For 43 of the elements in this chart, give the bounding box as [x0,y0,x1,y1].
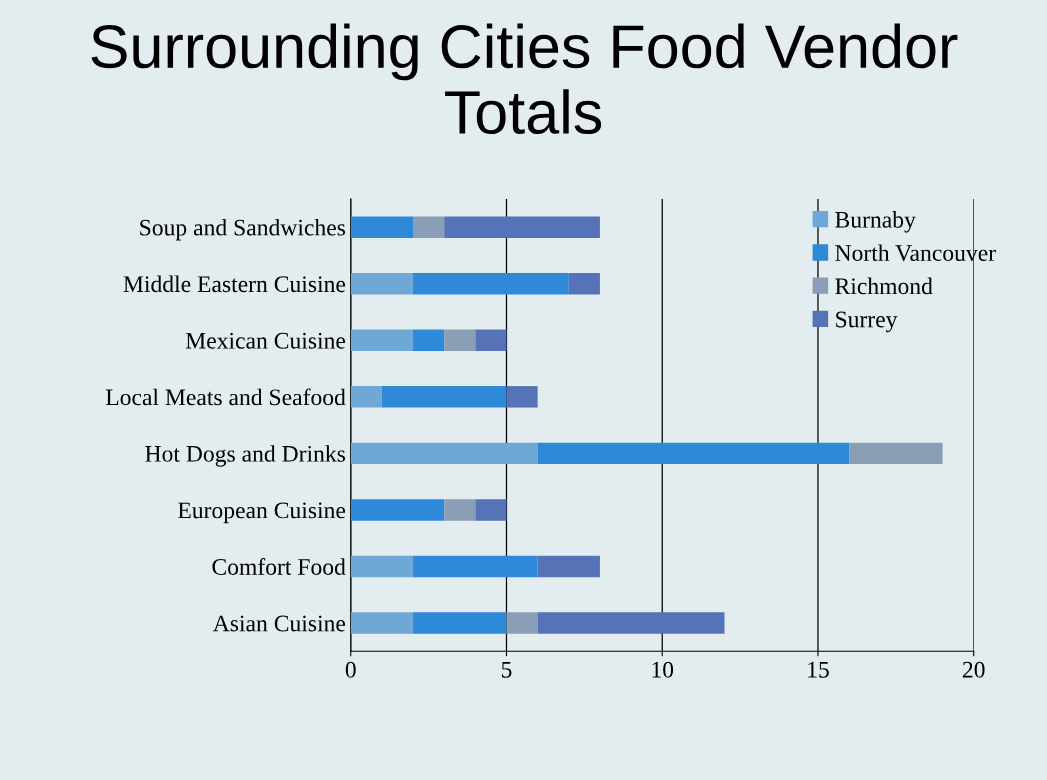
y-tick-label: Middle Eastern Cuisine [123,275,346,293]
y-tick-label: Asian Cuisine [212,615,346,632]
bar [413,612,507,634]
x-tick-label: 0 [345,661,356,678]
bar [475,329,507,352]
x-tick-label: 20 [962,661,985,678]
x-tick-label: 15 [808,661,829,678]
y-tick-label: Mexican Cuisine [185,332,346,349]
legend-label: Richmond [835,277,933,295]
bar [350,272,414,295]
x-tick-label: 10 [652,661,674,678]
y-tick-label: Hot Dogs and Drinks [145,445,346,467]
chart-title: Surrounding Cities Food Vendor Totals [91,23,958,135]
bar [413,329,445,352]
y-tick-label: Soup and Sandwiches [140,218,346,241]
bar [350,499,445,521]
y-tick-label: European Cuisine [178,502,346,524]
bar [849,442,943,465]
y-tick-label: Local Meats and Seafood [105,388,346,406]
bar [537,612,725,634]
legend-label: Burnaby [835,211,916,233]
bar [350,442,538,465]
bar [537,442,850,465]
bar [568,272,600,295]
bar [413,216,445,238]
bar [350,329,414,352]
bar [350,216,414,238]
legend-label: Surrey [836,311,898,333]
bar [537,555,600,578]
bar [444,329,476,352]
bar [350,386,382,408]
bar [381,386,507,408]
bar [506,612,538,634]
x-tick-label: 5 [501,661,512,678]
bar [413,555,538,578]
bar [506,386,538,408]
bar [475,499,507,521]
bar [350,612,414,634]
bar [444,216,600,238]
bar [413,272,569,295]
y-tick-label: Comfort Food [212,558,346,575]
bar [350,555,414,578]
bar [444,499,476,521]
